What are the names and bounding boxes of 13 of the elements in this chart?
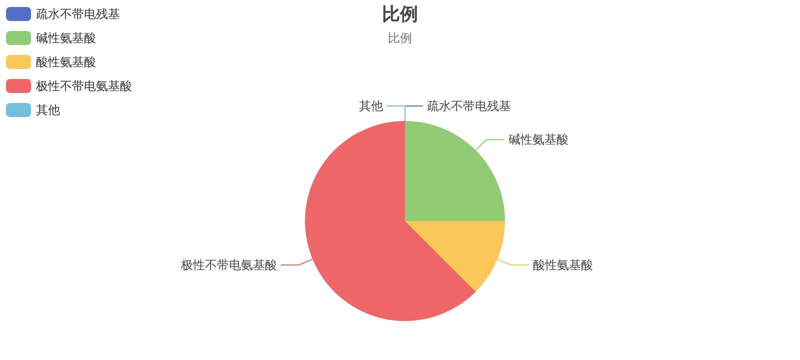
chart-subtitle: 比例: [388, 31, 412, 45]
legend-label: 其他: [36, 102, 60, 118]
pie-slice: [405, 121, 505, 221]
slice-label: 碱性氨基酸: [508, 132, 568, 147]
category-label: 其他: [359, 99, 383, 113]
chart-title: 比例: [382, 4, 418, 25]
legend-label: 极性不带电氨基酸: [36, 78, 132, 94]
legend-label: 酸性氨基酸: [36, 54, 96, 70]
legend-label: 碱性氨基酸: [36, 30, 96, 46]
legend-label: 疏水不带电残基: [427, 99, 511, 113]
slice-label: 极性不带电氨基酸: [180, 258, 277, 272]
slice-label: 酸性氨基酸: [533, 258, 594, 272]
category-label: 疏水不带电残基: [36, 6, 120, 20]
